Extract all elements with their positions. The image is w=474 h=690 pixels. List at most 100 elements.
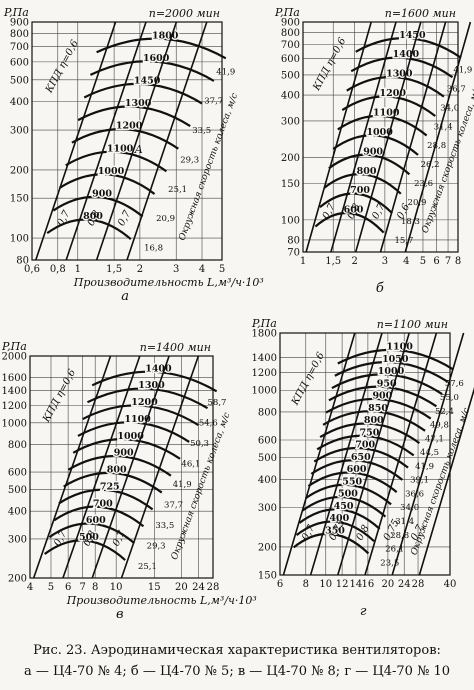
velocity-value: 29,3 bbox=[180, 155, 199, 165]
y-tick-label: 900 bbox=[10, 18, 29, 29]
speed-curve-label: 1800 bbox=[152, 30, 179, 41]
efficiency-value-label: 0,7 bbox=[111, 529, 128, 549]
efficiency-line bbox=[354, 21, 422, 253]
efficiency-line bbox=[309, 332, 383, 576]
y-tick-label: 900 bbox=[281, 18, 300, 29]
speed-curve-label: 350 bbox=[325, 525, 345, 536]
y-tick-label: 150 bbox=[281, 179, 300, 190]
speed-curve bbox=[295, 520, 375, 542]
efficiency-label: КПД η=0,6 bbox=[289, 350, 327, 408]
speed-curve bbox=[298, 508, 381, 530]
efficiency-line bbox=[120, 355, 200, 579]
y-tick-label: 600 bbox=[8, 468, 27, 479]
velocity-value: 52,4 bbox=[435, 407, 454, 417]
speed-curve-label: 800 bbox=[357, 166, 377, 177]
speed-curve bbox=[89, 60, 215, 82]
efficiency-line bbox=[391, 332, 465, 576]
x-tick-label: 16 bbox=[362, 579, 375, 590]
velocity-value: 41,9 bbox=[173, 480, 192, 490]
speed-curve-label: 750 bbox=[360, 427, 380, 438]
speed-curve bbox=[322, 410, 426, 432]
y-tick-label: 600 bbox=[10, 57, 29, 68]
x-tick-label: 10 bbox=[319, 579, 332, 590]
speed-curve bbox=[310, 459, 404, 481]
y-tick-label: 1200 bbox=[252, 368, 277, 379]
x-tick-label: 20 bbox=[382, 579, 395, 590]
efficiency-line bbox=[337, 332, 410, 576]
speed-curve bbox=[48, 522, 136, 545]
efficiency-line bbox=[126, 21, 208, 261]
velocity-value: 33,5 bbox=[155, 521, 174, 531]
speed-curve bbox=[341, 95, 436, 117]
velocity-value: 29,3 bbox=[147, 542, 166, 552]
x-tick-label: 4 bbox=[403, 256, 409, 267]
y-tick-label: 150 bbox=[258, 571, 277, 582]
panel-letter: а bbox=[121, 289, 129, 304]
x-tick-label: 6 bbox=[277, 579, 283, 590]
speed-curve bbox=[91, 370, 218, 393]
speed-curve-label: 1000 bbox=[366, 127, 393, 138]
speed-curve-label: 1000 bbox=[98, 166, 125, 177]
x-tick-label: 8 bbox=[303, 579, 309, 590]
chart-panel-а: 0,6 0,8 1 1,5 2 3 4 5 80 100 150 200 300 400 500 600 700… bbox=[3, 6, 264, 304]
speed-curve bbox=[316, 434, 415, 457]
velocity-value: 46,1 bbox=[181, 459, 200, 469]
y-tick-label: 700 bbox=[281, 40, 300, 51]
speed-curve bbox=[65, 150, 168, 173]
x-tick-label: 8 bbox=[92, 582, 98, 593]
velocity-value: 58,7 bbox=[208, 398, 227, 408]
speed-curve bbox=[337, 348, 454, 371]
x-tick-label: 14 bbox=[350, 579, 363, 590]
efficiency-line bbox=[404, 21, 472, 253]
speed-curve-label: 1200 bbox=[380, 88, 407, 99]
x-tick-label: 7 bbox=[445, 256, 451, 267]
efficiency-line bbox=[379, 21, 447, 253]
speed-curve bbox=[314, 212, 385, 234]
speed-curve bbox=[328, 385, 438, 408]
speed-curve bbox=[325, 397, 432, 420]
speed-curve bbox=[52, 195, 144, 218]
efficiency-line bbox=[35, 21, 117, 261]
y-tick-label: 800 bbox=[281, 28, 300, 39]
x-tick-label: 8 bbox=[455, 256, 461, 267]
x-tick-label: 5 bbox=[420, 256, 426, 267]
velocity-value: 31,4 bbox=[434, 122, 453, 132]
y-tick-label: 100 bbox=[10, 234, 29, 245]
velocity-value: 44,5 bbox=[420, 448, 439, 458]
speed-curve bbox=[77, 421, 190, 443]
velocity-axis-label: Окружная скорость колеса, м/с bbox=[177, 92, 240, 242]
y-tick-label: 300 bbox=[281, 116, 300, 127]
speed-curve-label: 700 bbox=[93, 498, 113, 509]
y-tick-label: 400 bbox=[281, 91, 300, 102]
velocity-value: 34,0 bbox=[440, 103, 459, 113]
y-tick-label: 200 bbox=[281, 153, 300, 164]
efficiency-value-label: 0,7 bbox=[52, 529, 69, 549]
speed-curve-label: 800 bbox=[107, 465, 127, 476]
speed-curve bbox=[334, 361, 449, 383]
y-tick-label: 1600 bbox=[2, 373, 27, 384]
x-tick-label: 5 bbox=[219, 264, 225, 275]
speed-curve-label: 900 bbox=[363, 146, 383, 157]
figure-canvas: 0,6 0,8 1 1,5 2 3 4 580100150200300400500600700… bbox=[1, 6, 474, 622]
y-tick-label: 200 bbox=[8, 574, 27, 585]
speed-curve-label: 1300 bbox=[125, 98, 152, 109]
speed-curve bbox=[96, 37, 227, 60]
velocity-value: 41,9 bbox=[453, 66, 472, 76]
x-tick-label: 15 bbox=[148, 582, 161, 593]
speed-curve bbox=[307, 471, 398, 493]
y-tick-label: 800 bbox=[8, 440, 27, 451]
speed-curve bbox=[86, 387, 209, 410]
speed-curve bbox=[72, 438, 181, 460]
efficiency-value-label: 0,7 bbox=[370, 201, 387, 221]
velocity-value: 36,7 bbox=[447, 85, 466, 95]
speed-curve bbox=[58, 173, 156, 195]
y-tick-label: 800 bbox=[10, 29, 29, 40]
y-tick-label: 300 bbox=[8, 534, 27, 545]
y-axis-label: P,Па bbox=[251, 317, 277, 330]
efficiency-value-label: 0,7 bbox=[116, 208, 133, 228]
caption-line-1: Рис. 23. Аэродинамическая характеристика… bbox=[33, 643, 441, 658]
speed-curve-label: 800 bbox=[83, 211, 103, 222]
x-tick-label: 1 bbox=[75, 264, 81, 275]
panel-letter: г bbox=[360, 604, 367, 619]
